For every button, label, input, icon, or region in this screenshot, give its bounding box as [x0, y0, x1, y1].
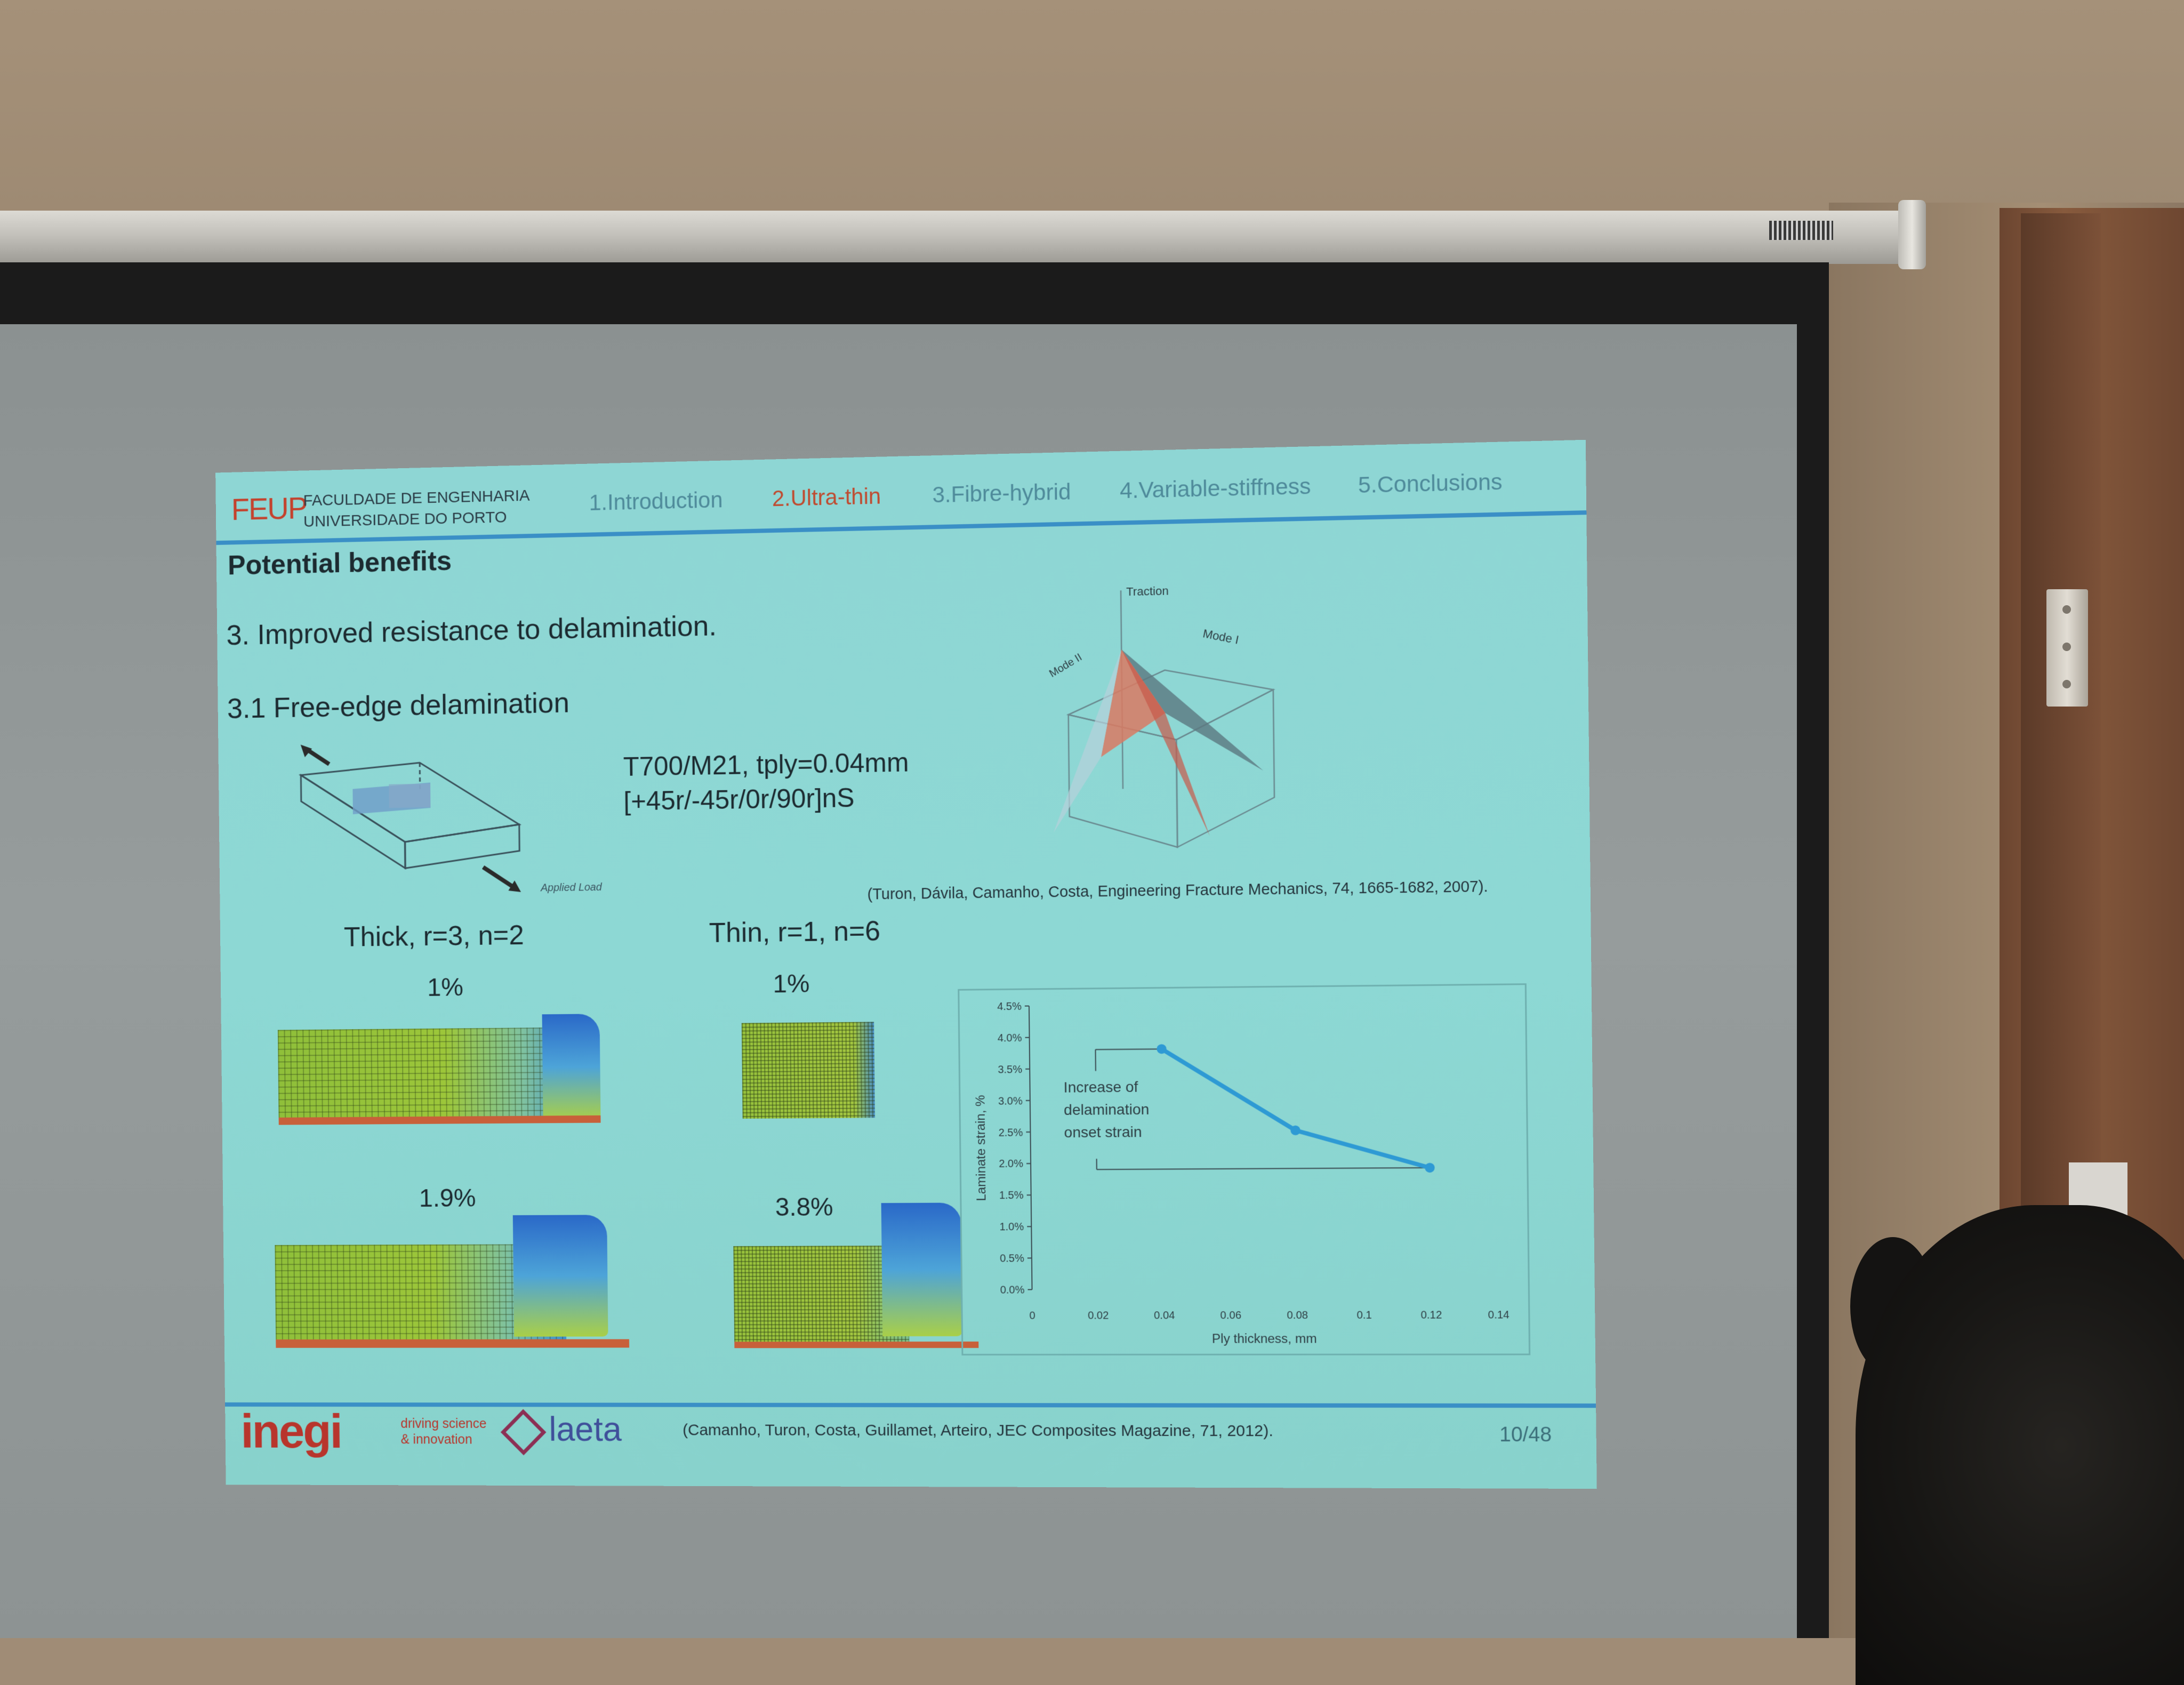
subpoint-heading: 3.1 Free-edge delamination	[227, 686, 569, 725]
thin-caption: Thin, r=1, n=6	[709, 915, 880, 949]
thin-strain-2: 3.8%	[775, 1193, 833, 1222]
inegi-tagline: driving science & innovation	[400, 1416, 487, 1448]
door-hinge	[2046, 589, 2088, 707]
material-spec: T700/M21, tply=0.04mm	[623, 747, 909, 782]
fem-thin-high-strain-base	[734, 1342, 978, 1348]
y-tick-label: 1.5%	[999, 1190, 1024, 1202]
applied-load-label: Applied Load	[541, 881, 602, 894]
feup-logo: FEUP	[231, 491, 307, 527]
nav-item-introduction[interactable]: 1.Introduction	[589, 487, 722, 515]
chart-annotation-line: Increase of	[1064, 1079, 1138, 1096]
chart-frame: 0.0% 0.5% 1.0% 1.5% 2.0% 2.5% 3.0% 3.5% 4.0% 4.5%…	[958, 983, 1530, 1355]
fem-thick-low-strain-base	[279, 1116, 601, 1125]
y-axis-label: Laminate strain, %	[973, 1095, 989, 1201]
y-tick-label: 2.0%	[999, 1158, 1023, 1170]
x-tick-label: 0.1	[1356, 1309, 1372, 1321]
x-axis-label: Ply thickness, mm	[1212, 1331, 1317, 1346]
strain-vs-ply-thickness-chart: 0.0% 0.5% 1.0% 1.5% 2.0% 2.5% 3.0% 3.5% 4.0% 4.5%…	[959, 985, 1529, 1354]
fem-thin-high-strain-tip	[881, 1202, 962, 1336]
x-tick-label: 0.14	[1488, 1309, 1509, 1321]
x-tick-label: 0.12	[1420, 1309, 1442, 1321]
presentation-slide: FEUP FACULDADE DE ENGENHARIA UNIVERSIDAD…	[215, 440, 1597, 1489]
strain-series-point	[1290, 1126, 1300, 1135]
chart-annotation-line: onset strain	[1064, 1124, 1142, 1141]
chart-annotation-line: delamination	[1064, 1101, 1149, 1119]
x-tick-label: 0.02	[1088, 1310, 1109, 1321]
laeta-logo: laeta	[549, 1409, 622, 1449]
fem-thick-low-strain-tip	[542, 1014, 601, 1120]
layup-spec: [+45r/-45r/0r/90r]nS	[623, 782, 855, 816]
thick-strain-2: 1.9%	[419, 1184, 476, 1213]
x-tick-label: 0.04	[1154, 1310, 1175, 1321]
mode-i-label: Mode I	[1202, 627, 1240, 647]
nav-item-fibre-hybrid[interactable]: 3.Fibre-hybrid	[932, 479, 1071, 508]
audience-member-head	[1856, 1205, 2184, 1685]
x-tick-label: 0.06	[1220, 1310, 1241, 1321]
point-heading: 3. Improved resistance to delamination.	[226, 609, 717, 652]
y-tick-label: 4.0%	[998, 1032, 1022, 1045]
strain-series-point	[1157, 1044, 1166, 1054]
laeta-logo-mark	[501, 1409, 547, 1456]
lower-reference-line	[1097, 1168, 1430, 1169]
slide-subtitle: Potential benefits	[228, 545, 452, 581]
y-tick-label: 0.5%	[1000, 1253, 1024, 1264]
nav-item-ultra-thin[interactable]: 2.Ultra-thin	[772, 484, 881, 512]
traction-axis-label: Traction	[1126, 584, 1169, 598]
thick-caption: Thick, r=3, n=2	[344, 919, 524, 953]
y-tick-label: 3.5%	[998, 1064, 1022, 1076]
thick-strain-1: 1%	[427, 973, 463, 1002]
footer-divider	[225, 1402, 1596, 1408]
housing-label	[1769, 221, 1833, 240]
y-tick-label: 2.5%	[999, 1127, 1023, 1139]
inegi-logo: inegi	[240, 1405, 341, 1459]
fem-thick-low-strain	[278, 1027, 585, 1119]
y-tick-label: 0.0%	[1000, 1284, 1025, 1296]
y-tick-label: 4.5%	[997, 1001, 1022, 1013]
inegi-tagline-1: driving science	[400, 1416, 486, 1432]
reference-top: (Turon, Dávila, Camanho, Costa, Engineer…	[867, 878, 1488, 904]
specimen-diagram	[285, 739, 609, 901]
cohesive-law-diagram: Traction Mode I Mode II	[1035, 576, 1319, 860]
thin-strain-1: 1%	[773, 969, 809, 999]
strain-series-line	[1162, 1047, 1430, 1169]
projector-screen-housing	[0, 211, 1925, 264]
institution-line-2: UNIVERSIDADE DO PORTO	[303, 507, 530, 533]
y-axis-line	[1029, 1006, 1032, 1290]
nav-item-variable-stiffness[interactable]: 4.Variable-stiffness	[1120, 474, 1311, 504]
y-tick-label: 1.0%	[999, 1221, 1024, 1233]
x-tick-label: 0.08	[1287, 1310, 1308, 1322]
footer-reference: (Camanho, Turon, Costa, Guillamet, Artei…	[682, 1422, 1273, 1441]
mode-ii-label: Mode II	[1047, 651, 1084, 680]
strain-series-point	[1425, 1163, 1435, 1173]
fem-thick-high-strain-tip	[513, 1215, 608, 1336]
fem-thick-high-strain-base	[276, 1339, 629, 1347]
x-tick-label: 0	[1029, 1310, 1035, 1321]
y-tick-label: 3.0%	[998, 1095, 1023, 1108]
institution-name: FACULDADE DE ENGENHARIA UNIVERSIDADE DO …	[303, 485, 531, 533]
page-number: 10/48	[1499, 1424, 1552, 1447]
projector-housing-cap	[1898, 200, 1926, 269]
fem-thin-low-strain	[742, 1022, 875, 1119]
inegi-tagline-2: & innovation	[400, 1432, 486, 1448]
nav-item-conclusions[interactable]: 5.Conclusions	[1358, 469, 1503, 498]
